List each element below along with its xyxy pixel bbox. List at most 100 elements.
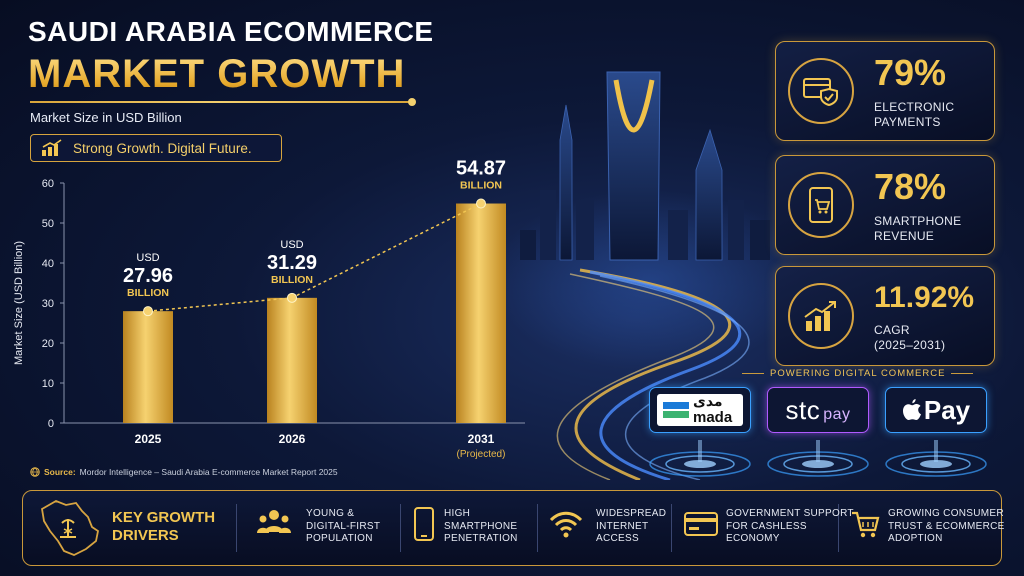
bar-2026 — [267, 297, 317, 423]
heading-line: KEY GROWTH — [112, 509, 216, 526]
stat-label-line: CAGR — [874, 323, 910, 337]
stat-label: ELECTRONIC PAYMENTS — [874, 100, 954, 130]
apple-glow-pad — [885, 440, 987, 477]
driver-line: INTERNET — [596, 520, 649, 532]
divider — [537, 504, 538, 552]
trend-point — [476, 198, 486, 209]
divider — [838, 504, 839, 552]
driver-line: GOVERNMENT SUPPORT — [726, 508, 854, 519]
divider — [671, 504, 672, 552]
bar-2031 — [456, 203, 506, 423]
y-tick-label: 40 — [42, 258, 54, 270]
mada-arabic-text: مدى — [693, 394, 723, 410]
mada-logo: مدى mada — [649, 387, 751, 433]
mada-latin-text: mada — [693, 409, 733, 426]
value-label: 31.29 — [267, 252, 317, 274]
driver-line: GROWING CONSUMER — [888, 508, 1004, 519]
value-label-suffix: BILLION — [271, 274, 313, 286]
x-tick-label: 2031 — [468, 432, 495, 446]
value-label-suffix: BILLION — [460, 180, 502, 192]
y-axis-label: Market Size (USD Billion) — [13, 241, 25, 365]
divider — [400, 504, 401, 552]
tagline-text: Strong Growth. Digital Future. — [73, 140, 252, 156]
mada-glow-pad — [649, 440, 751, 477]
mada-stripe-blue — [663, 402, 689, 409]
growth-chart-icon — [42, 139, 62, 156]
heading-line: DRIVERS — [112, 527, 179, 544]
apple-pay-label: Pay — [923, 394, 971, 425]
trend-point — [143, 306, 153, 317]
driver-line: HIGH — [444, 508, 471, 519]
stat-card-smartphone-revenue: 78% SMARTPHONE REVENUE — [775, 155, 995, 255]
stc-pay-text: stc pay — [785, 395, 850, 426]
stc-glow-pad — [767, 440, 869, 477]
driver-line: DIGITAL-FIRST — [306, 520, 381, 532]
stc-sub-text: pay — [823, 405, 851, 423]
driver-line: ECONOMY — [726, 533, 780, 544]
y-tick-label: 20 — [42, 338, 54, 350]
stat-value: 79% — [874, 52, 947, 93]
driver-line: ADOPTION — [888, 533, 943, 544]
driver-smartphone-penetration: HIGH SMARTPHONE PENETRATION — [444, 508, 518, 546]
stat-card-electronic-payments: 79% ELECTRONIC PAYMENTS — [775, 41, 995, 141]
source-text: Mordor Intelligence – Saudi Arabia E-com… — [79, 467, 338, 477]
growth-chart-icon — [788, 283, 854, 349]
x-tick-label: 2025 — [135, 432, 162, 446]
source-label: Source: — [44, 467, 76, 477]
stat-label-line: (2025–2031) — [874, 338, 946, 352]
stat-label: CAGR (2025–2031) — [874, 323, 945, 353]
stat-label-line: SMARTPHONE — [874, 214, 962, 228]
y-tick-label: 10 — [42, 378, 54, 390]
driver-line: FOR CASHLESS — [726, 520, 807, 532]
source-note: Source: Mordor Intelligence – Saudi Arab… — [30, 467, 338, 477]
globe-icon — [30, 467, 40, 477]
driver-line: TRUST & ECOMMERCE — [888, 520, 1005, 532]
payments-heading: POWERING DIGITAL COMMERCE — [742, 368, 973, 379]
stat-value: 11.92% — [874, 281, 975, 314]
tagline-badge: Strong Growth. Digital Future. — [30, 134, 282, 162]
y-tick-label: 30 — [42, 298, 54, 310]
divider — [236, 504, 237, 552]
stat-label-line: REVENUE — [874, 229, 935, 243]
value-label-suffix: BILLION — [127, 287, 169, 299]
title-divider — [30, 98, 416, 106]
value-label-prefix: USD — [136, 252, 159, 264]
driver-government-support: GOVERNMENT SUPPORT FOR CASHLESS ECONOMY — [726, 508, 854, 546]
bar-2025 — [123, 311, 173, 423]
driver-line: WIDESPREAD — [596, 508, 667, 519]
driver-line: YOUNG & — [306, 508, 355, 519]
driver-line: PENETRATION — [444, 533, 518, 544]
market-size-bar-chart: 0 10 20 30 40 50 60 Market Size (USD Billion) 2… — [13, 160, 525, 460]
smartphone-cart-icon — [788, 172, 854, 238]
stat-card-cagr: 11.92% CAGR (2025–2031) — [775, 266, 995, 366]
value-label-prefix: USD — [280, 239, 303, 251]
x-tick-note: (Projected) — [457, 449, 506, 460]
saudi-map-icon — [41, 500, 100, 556]
smartphone-icon — [414, 507, 434, 541]
stat-label-line: PAYMENTS — [874, 115, 941, 129]
key-growth-drivers-heading: KEY GROWTH DRIVERS — [112, 509, 215, 545]
y-tick-label: 60 — [42, 178, 54, 190]
stc-main-text: stc — [785, 394, 821, 425]
y-tick-label: 0 — [48, 418, 54, 430]
x-tick-label: 2026 — [279, 432, 306, 446]
cart-icon — [852, 511, 880, 538]
driver-young-population: YOUNG & DIGITAL-FIRST POPULATION — [306, 508, 380, 546]
driver-line: POPULATION — [306, 533, 373, 544]
mada-logo-box: مدى mada — [657, 394, 743, 426]
trend-point — [287, 292, 297, 303]
stat-label-line: ELECTRONIC — [874, 100, 955, 114]
mada-stripe-green — [663, 411, 689, 418]
wifi-icon — [549, 511, 583, 538]
title-line-2: MARKET GROWTH — [28, 52, 406, 96]
title-line-1: SAUDI ARABIA ECOMMERCE — [28, 16, 434, 47]
value-label: 54.87 — [456, 160, 506, 180]
people-icon — [257, 510, 291, 533]
chart-subtitle: Market Size in USD Billion — [30, 110, 182, 125]
y-tick-label: 50 — [42, 218, 54, 230]
apple-pay-logo: Pay — [885, 387, 987, 433]
city-skyline-illustration — [500, 71, 800, 480]
apple-pay-text: Pay — [902, 395, 970, 426]
stat-value: 78% — [874, 166, 947, 207]
card-icon — [684, 512, 718, 536]
